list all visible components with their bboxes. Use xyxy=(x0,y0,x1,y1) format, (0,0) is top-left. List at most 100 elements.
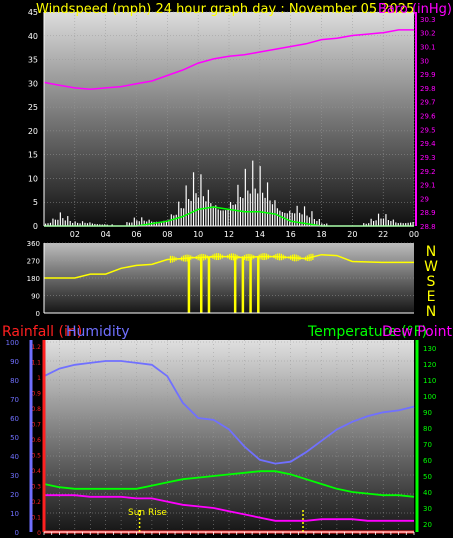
baro-line xyxy=(43,29,414,91)
baro-tick-label: 29 xyxy=(420,195,429,203)
rain-tick-label: 0.2 xyxy=(31,499,41,506)
rain-tick-label: 1.1 xyxy=(31,360,41,367)
humidity-grid xyxy=(44,340,414,533)
wind-direction-line xyxy=(44,253,414,279)
baro-tick-label: 30.1 xyxy=(420,44,436,52)
temperature-tick-label: 120 xyxy=(423,361,436,369)
humidity-tick-label: 100 xyxy=(6,339,19,347)
rain-tick-label: 1 xyxy=(37,375,41,382)
rain-tick-label: 0.8 xyxy=(31,406,41,413)
wind-plot-background xyxy=(44,12,414,226)
compass-label: W xyxy=(424,259,438,275)
wind-x-tick-label: 04 xyxy=(101,230,111,239)
compass-label: E xyxy=(427,289,436,305)
wind-y-tick-label: 40 xyxy=(28,32,38,41)
rain-tick-label: 0.9 xyxy=(31,391,41,398)
baro-tick-label: 29.4 xyxy=(420,140,436,148)
wind-x-tick-label: 12 xyxy=(224,230,234,239)
rain-tick-label: 0.7 xyxy=(31,422,41,429)
direction-series xyxy=(44,253,414,313)
temperature-tick-label: 40 xyxy=(423,489,432,497)
temperature-tick-label: 30 xyxy=(423,505,432,513)
wind-y-tick-label: 30 xyxy=(28,79,38,88)
wind-y-tick-label: 10 xyxy=(28,174,38,183)
wind-chart-title: Windspeed (mph) 24 hour graph day : Nove… xyxy=(36,2,414,17)
humidity-tick-label: 70 xyxy=(10,396,19,404)
rain-tick-label: 0.6 xyxy=(31,437,41,444)
humidity-tick-label: 0 xyxy=(15,529,19,537)
rain-tick-label: 1.2 xyxy=(31,344,41,351)
rainfall-axis-label: Rainfall (in) xyxy=(2,324,82,340)
compass-label: N xyxy=(426,244,436,260)
wind-x-tick-label: 10 xyxy=(193,230,203,239)
direction-plot-background xyxy=(44,243,414,313)
sunrise-annotation: Sun Rise xyxy=(128,508,167,518)
direction-y-tick-label: 180 xyxy=(27,275,40,283)
humidity-tick-label: 80 xyxy=(10,377,19,385)
temperature-tick-label: 110 xyxy=(423,377,436,385)
wind-x-tick-label: 14 xyxy=(255,230,265,239)
wind-y-tick-label: 45 xyxy=(28,8,38,17)
temperature-line xyxy=(43,470,415,498)
baro-tick-label: 28.8 xyxy=(420,223,436,231)
wind-y-tick-label: 0 xyxy=(33,222,38,231)
direction-y-tick-label: 270 xyxy=(27,258,40,266)
wind-x-tick-label: 08 xyxy=(162,230,172,239)
baro-tick-label: 29.7 xyxy=(420,99,436,107)
temperature-tick-label: 130 xyxy=(423,345,436,353)
humidity-tick-label: 90 xyxy=(10,358,19,366)
humidity-tick-label: 60 xyxy=(10,415,19,423)
rain-tick-label: 0 xyxy=(37,530,41,537)
baro-tick-label: 29.5 xyxy=(420,126,436,134)
compass-label: S xyxy=(427,274,436,290)
humidity-axes: 0 10 20 30 40 50 60 70 80 90 100 0 0.1 0.2 0.3 0.4 0.5 0.… xyxy=(6,339,437,538)
rain-tick-label: 0.5 xyxy=(31,453,41,460)
dewpoint-axis-label: Dew Point xyxy=(382,324,453,340)
humidity-tick-label: 30 xyxy=(10,472,19,480)
rain-tick-label: 0.1 xyxy=(31,515,41,522)
temperature-tick-label: 20 xyxy=(423,521,432,529)
wind-axes: 0 5 10 15 20 25 30 35 40 45 02 04 06 08 10 12 14 16 18 20 22… xyxy=(28,8,436,239)
direction-y-tick-label: 90 xyxy=(31,293,40,301)
direction-y-tick-label: 360 xyxy=(27,240,40,248)
wind-x-tick-label: 22 xyxy=(378,230,388,239)
wind-x-tick-label: 06 xyxy=(131,230,141,239)
baro-tick-label: 30.2 xyxy=(420,30,436,38)
wind-y-tick-label: 15 xyxy=(28,151,38,160)
wind-x-tick-label: 02 xyxy=(70,230,80,239)
baro-tick-label: 29.2 xyxy=(420,168,436,176)
compass-label: N xyxy=(426,304,436,320)
humidity-tick-label: 20 xyxy=(10,491,19,499)
humidity-line xyxy=(43,360,415,465)
baro-tick-label: 29.6 xyxy=(420,113,436,121)
baro-tick-label: 28.9 xyxy=(420,209,436,217)
baro-tick-label: 29.1 xyxy=(420,182,436,190)
baro-tick-label: 30.3 xyxy=(420,16,436,24)
wind-y-tick-label: 35 xyxy=(28,56,38,65)
baro-tick-label: 29.9 xyxy=(420,71,436,79)
wind-y-tick-label: 5 xyxy=(33,198,38,207)
humidity-tick-label: 50 xyxy=(10,434,19,442)
wind-x-tick-label: 00 xyxy=(409,230,419,239)
humidity-axis-label: Humidity xyxy=(66,324,129,340)
temperature-tick-label: 100 xyxy=(423,393,436,401)
baro-tick-label: 30 xyxy=(420,57,429,65)
humidity-tick-label: 10 xyxy=(10,510,19,518)
temperature-tick-label: 90 xyxy=(423,409,432,417)
baro-tick-label: 29.3 xyxy=(420,154,436,162)
wind-x-tick-label: 16 xyxy=(286,230,296,239)
temperature-tick-label: 70 xyxy=(423,441,432,449)
humidity-tick-label: 40 xyxy=(10,453,19,461)
dewpoint-line xyxy=(44,494,414,522)
temperature-axis-label: Temperature (°F) xyxy=(307,324,427,340)
wind-x-tick-label: 18 xyxy=(316,230,326,239)
temperature-tick-label: 60 xyxy=(423,457,432,465)
baro-tick-label: 29.8 xyxy=(420,85,436,93)
wind-x-tick-label: 20 xyxy=(347,230,357,239)
baro-axis-label: Baro (inHg) xyxy=(378,2,452,17)
rain-tick-label: 0.3 xyxy=(31,484,41,491)
temperature-tick-label: 50 xyxy=(423,473,432,481)
rain-tick-label: 0.4 xyxy=(31,468,41,475)
